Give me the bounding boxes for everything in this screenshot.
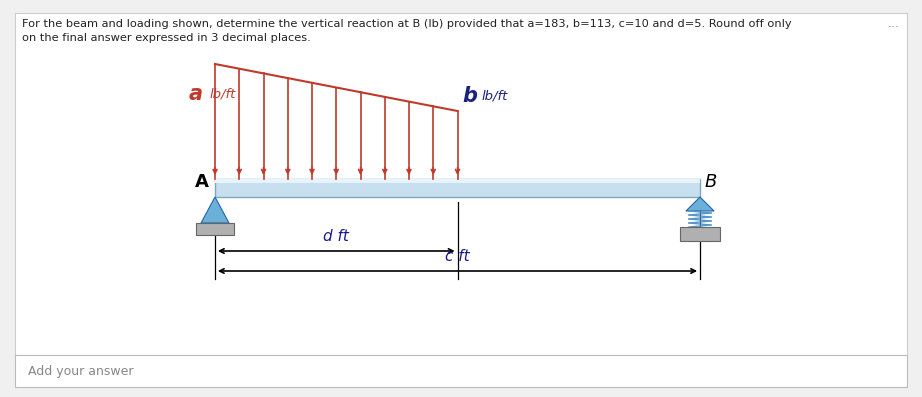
Text: For the beam and loading shown, determine the vertical reaction at B (lb) provid: For the beam and loading shown, determin… — [22, 19, 792, 43]
Text: B: B — [705, 173, 717, 191]
Text: lb/ft: lb/ft — [210, 87, 236, 100]
Polygon shape — [686, 197, 714, 211]
Bar — [196, 223, 234, 235]
Text: c ft: c ft — [445, 249, 470, 264]
Text: lb/ft: lb/ft — [481, 89, 508, 102]
Bar — [15, 13, 907, 355]
Bar — [215, 179, 700, 183]
Text: d ft: d ft — [324, 229, 349, 244]
Bar — [680, 227, 720, 241]
Text: A: A — [195, 173, 209, 191]
Text: Add your answer: Add your answer — [28, 364, 134, 378]
Bar — [215, 179, 700, 197]
Bar — [15, 355, 907, 387]
Text: a: a — [189, 84, 203, 104]
Polygon shape — [201, 197, 229, 223]
Text: ...: ... — [888, 17, 900, 30]
Text: b: b — [463, 86, 478, 106]
